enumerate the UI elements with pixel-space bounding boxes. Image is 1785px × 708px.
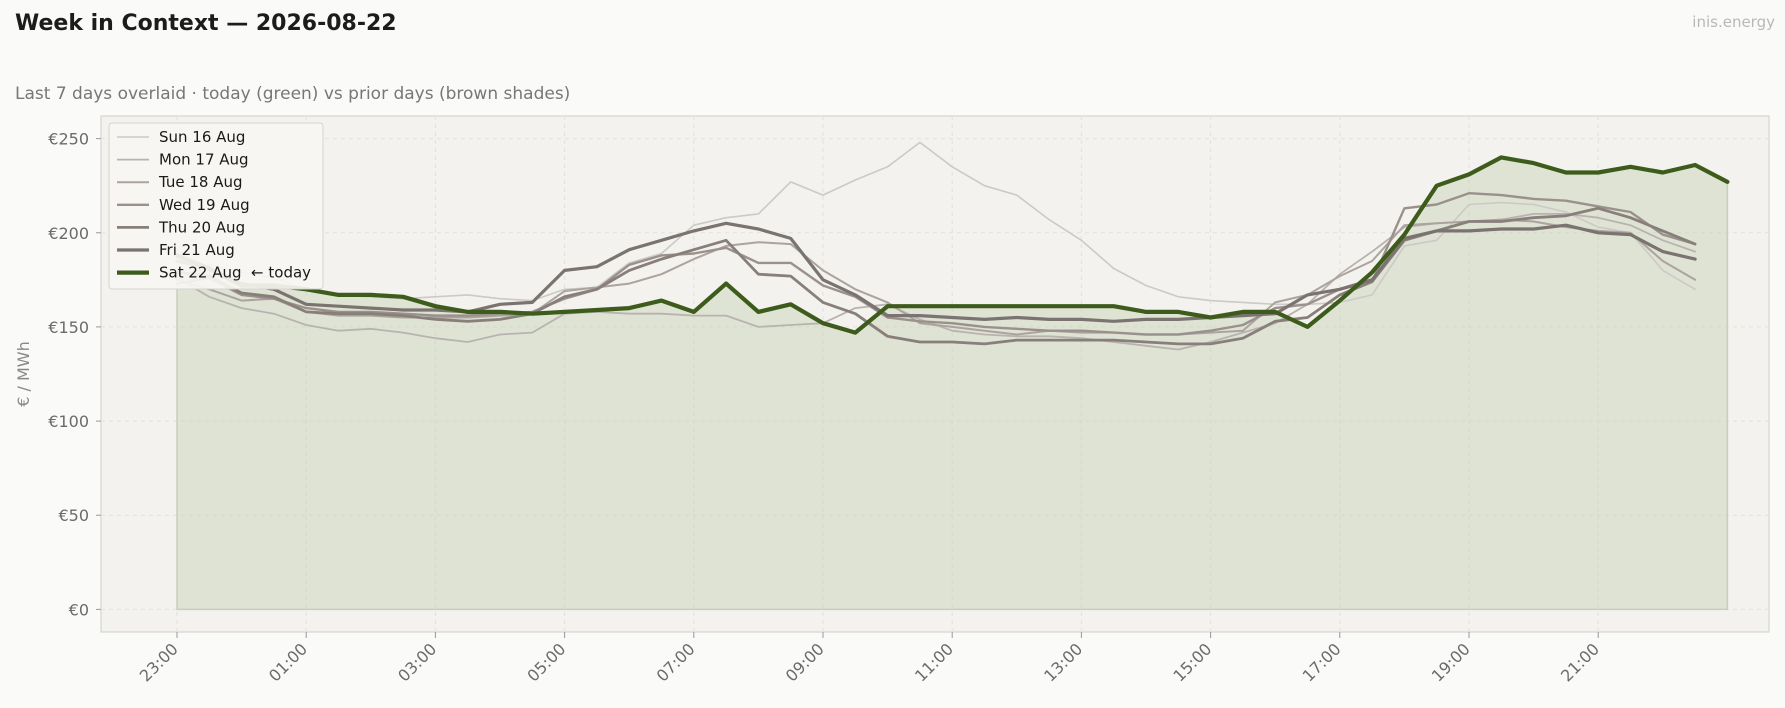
x-tick-label: 23:00 bbox=[136, 639, 182, 685]
plot-area bbox=[100, 115, 1770, 633]
series-line-sat-22-aug bbox=[174, 155, 1730, 335]
legend-entry: Tue 18 Aug bbox=[158, 173, 243, 191]
y-tick-label: €50 bbox=[58, 506, 89, 525]
x-tick-label: 05:00 bbox=[523, 639, 569, 685]
y-tick-label: €100 bbox=[48, 412, 89, 431]
legend-entry: Thu 20 Aug bbox=[158, 218, 245, 236]
series-lines bbox=[174, 141, 1730, 351]
x-tick-label: 19:00 bbox=[1428, 639, 1474, 685]
x-tick-label: 03:00 bbox=[394, 639, 440, 685]
y-tick-label: €250 bbox=[48, 130, 89, 149]
chart-subtitle: Last 7 days overlaid · today (green) vs … bbox=[15, 84, 571, 104]
y-tick-label: €150 bbox=[48, 318, 89, 337]
x-tick-label: 15:00 bbox=[1169, 639, 1215, 685]
legend-entry: Sun 16 Aug bbox=[159, 128, 245, 146]
series-line-fri-21-aug bbox=[175, 221, 1697, 323]
legend-box bbox=[108, 122, 324, 290]
legend-entry: Fri 21 Aug bbox=[159, 241, 235, 259]
legend-entry: Sat 22 Aug ← today bbox=[159, 264, 311, 282]
series-line-sun-16-aug bbox=[176, 141, 1696, 306]
x-tick-label: 01:00 bbox=[265, 639, 311, 685]
legend-entry: Wed 19 Aug bbox=[159, 196, 250, 214]
y-tick-label: €200 bbox=[48, 224, 89, 243]
x-tick-label: 13:00 bbox=[1040, 639, 1086, 685]
legend-entry: Mon 17 Aug bbox=[159, 151, 249, 169]
x-tick-label: 17:00 bbox=[1299, 639, 1345, 685]
x-tick-label: 11:00 bbox=[911, 639, 957, 685]
y-tick-label: €0 bbox=[69, 600, 89, 619]
x-tick-label: 21:00 bbox=[1557, 639, 1603, 685]
x-axis-ticks: 23:00 01:00 03:00 05:00 07:00 09:00 11:00 13:00… bbox=[136, 632, 1603, 685]
page-title: Week in Context — 2026-08-22 bbox=[15, 11, 397, 36]
series-line-wed-19-aug bbox=[175, 191, 1697, 336]
x-tick-label: 07:00 bbox=[653, 639, 699, 685]
y-axis-ticks: €0 €50 €100 €150 €200 €250 bbox=[48, 130, 101, 619]
x-tick-label: 09:00 bbox=[782, 639, 828, 685]
brand-logo-text: inis.energy bbox=[1692, 13, 1775, 31]
y-axis-label: € / MWh bbox=[14, 341, 33, 407]
legend: Sun 16 Aug Mon 17 Aug Tue 18 Aug Wed 19 Aug… bbox=[108, 122, 324, 290]
